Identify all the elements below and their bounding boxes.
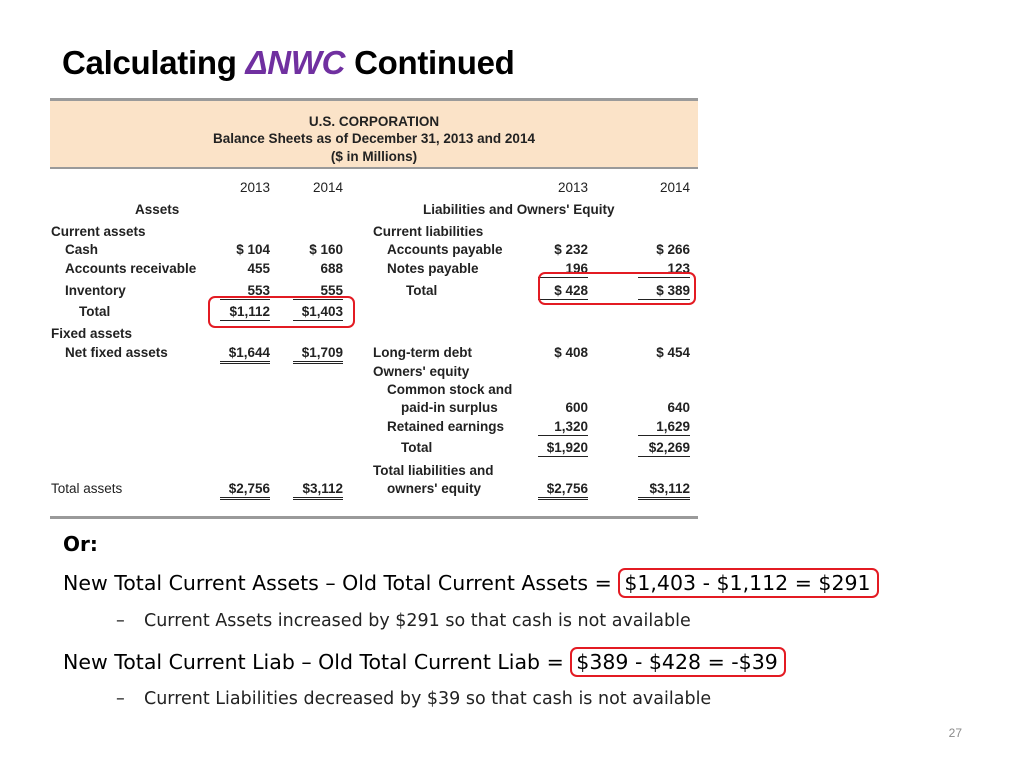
sheet-units: ($ in Millions) xyxy=(330,149,418,164)
highlight-total-current-liab xyxy=(538,272,696,305)
liab-year-2013: 2013 xyxy=(557,180,588,195)
assets-change-calc: $1,403 - $1,112 = $291 xyxy=(618,568,879,598)
total-current-assets-label: Total xyxy=(79,304,111,319)
cash-label: Cash xyxy=(65,242,99,257)
common-stock-label: paid-in surplus xyxy=(401,400,498,415)
total-current-liab-2013: $ 428 xyxy=(538,283,588,300)
net-fixed-2013: $1,644 xyxy=(220,345,270,364)
title-prefix: Calculating xyxy=(62,44,246,81)
liab-change-text: New Total Current Liab – Old Total Curre… xyxy=(63,650,571,674)
inventory-label: Inventory xyxy=(65,283,126,298)
common-stock-2014: 640 xyxy=(667,400,690,415)
assets-year-2013: 2013 xyxy=(239,180,270,195)
liab-change-calc: $389 - $428 = -$39 xyxy=(570,647,786,677)
sheet-header-band xyxy=(50,101,698,169)
liab-change-line: New Total Current Liab – Old Total Curre… xyxy=(63,647,786,677)
ar-2013: 455 xyxy=(247,261,270,276)
common-stock-2013: 600 xyxy=(565,400,588,415)
ap-label: Accounts payable xyxy=(387,242,503,257)
assets-year-2014: 2014 xyxy=(312,180,343,195)
total-le-label: owners' equity xyxy=(387,481,481,496)
assets-change-note: – Current Assets increased by $291 so tha… xyxy=(116,611,691,631)
current-liabilities-label: Current liabilities xyxy=(373,224,484,239)
ltd-2013: $ 408 xyxy=(554,345,588,360)
common-stock-line1: Common stock and xyxy=(387,382,513,397)
retained-label: Retained earnings xyxy=(387,419,505,434)
balance-sheet: U.S. CORPORATION Balance Sheets as of De… xyxy=(50,98,698,520)
total-le-2014: $3,112 xyxy=(638,481,690,500)
cash-2013: $ 104 xyxy=(236,242,270,257)
total-equity-label: Total xyxy=(401,440,433,455)
liab-change-note-text: Current Liabilities decreased by $39 so … xyxy=(144,689,712,709)
ltd-2014: $ 454 xyxy=(656,345,690,360)
net-fixed-label: Net fixed assets xyxy=(65,345,168,360)
bullet-dash: – xyxy=(116,689,125,709)
current-assets-label: Current assets xyxy=(51,224,146,239)
cash-2014: $ 160 xyxy=(309,242,343,257)
total-equity-2014: $2,269 xyxy=(638,440,690,457)
inventory-2014: 555 xyxy=(293,283,343,300)
or-label: Or: xyxy=(63,532,98,556)
slide-title: Calculating ΔNWC Continued xyxy=(62,44,515,82)
owners-equity-label: Owners' equity xyxy=(373,364,470,379)
total-current-liab-label: Total xyxy=(406,283,438,298)
title-suffix: Continued xyxy=(345,44,515,81)
total-equity-2013: $1,920 xyxy=(538,440,588,457)
assets-heading: Assets xyxy=(135,202,180,217)
total-assets-2013: $2,756 xyxy=(220,481,270,500)
page-number: 27 xyxy=(948,726,962,740)
total-le-line1: Total liabilities and xyxy=(373,463,494,478)
ap-2014: $ 266 xyxy=(656,242,690,257)
assets-change-note-text: Current Assets increased by $291 so that… xyxy=(144,611,691,631)
retained-2013: 1,320 xyxy=(538,419,588,436)
total-le-2013: $2,756 xyxy=(538,481,588,500)
total-current-assets-2013: $1,112 xyxy=(220,304,270,321)
sheet-company: U.S. CORPORATION xyxy=(308,114,440,129)
retained-2014: 1,629 xyxy=(638,419,690,436)
liabilities-heading: Liabilities and Owners' Equity xyxy=(423,202,615,217)
total-assets-2014: $3,112 xyxy=(293,481,343,500)
ap-2013: $ 232 xyxy=(554,242,588,257)
ar-2014: 688 xyxy=(320,261,343,276)
title-accent: ΔNWC xyxy=(245,44,346,81)
ltd-label: Long-term debt xyxy=(373,345,472,360)
sheet-subtitle: Balance Sheets as of December 31, 2013 a… xyxy=(213,131,535,146)
inventory-2013: 553 xyxy=(220,283,270,300)
assets-change-line: New Total Current Assets – Old Total Cur… xyxy=(63,568,879,598)
highlight-total-current-assets xyxy=(208,296,355,328)
assets-change-text: New Total Current Assets – Old Total Cur… xyxy=(63,571,619,595)
fixed-assets-label: Fixed assets xyxy=(51,326,133,341)
liab-year-2014: 2014 xyxy=(659,180,690,195)
ar-label: Accounts receivable xyxy=(65,261,197,276)
net-fixed-2014: $1,709 xyxy=(293,345,343,364)
sheet-top-rule xyxy=(50,98,698,101)
total-assets-label: Total assets xyxy=(51,481,123,496)
np-label: Notes payable xyxy=(387,261,479,276)
bullet-dash: – xyxy=(116,611,125,631)
sheet-bottom-rule xyxy=(50,516,698,519)
liab-change-note: – Current Liabilities decreased by $39 so… xyxy=(116,689,711,709)
total-current-liab-2014: $ 389 xyxy=(638,283,690,300)
total-current-assets-2014: $1,403 xyxy=(293,304,343,321)
